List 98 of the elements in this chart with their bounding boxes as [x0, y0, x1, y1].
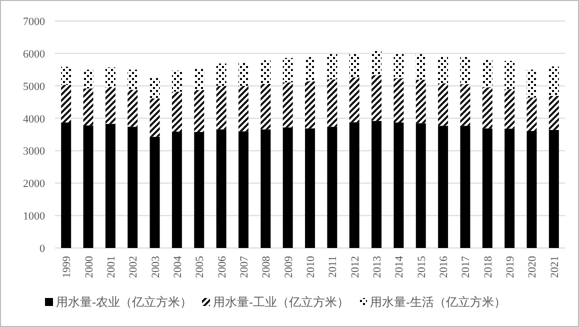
- bar: [150, 136, 160, 248]
- bar: [282, 82, 293, 128]
- bar: [61, 84, 72, 122]
- bar: [238, 131, 248, 248]
- bar: [105, 124, 116, 248]
- bar: [61, 66, 72, 85]
- bar: [216, 63, 226, 86]
- bar: [282, 127, 293, 248]
- bar: [460, 84, 470, 126]
- bar: [327, 126, 338, 248]
- bar: [172, 132, 182, 248]
- bar: [438, 56, 448, 84]
- x-tick-label: 2021: [548, 256, 561, 278]
- y-tick-label: 3000: [23, 146, 46, 158]
- bar: [394, 122, 404, 248]
- x-tick-label: 2006: [216, 256, 228, 278]
- bar: [128, 90, 138, 127]
- y-tick-label: 2000: [23, 178, 46, 190]
- bar: [394, 78, 404, 122]
- bar: [105, 86, 116, 124]
- x-tick-label: 2009: [282, 256, 295, 278]
- x-tick-label: 2010: [305, 256, 317, 278]
- bar: [216, 86, 226, 130]
- bar: [526, 98, 537, 131]
- x-tick-label: 2007: [238, 256, 250, 278]
- bar: [305, 81, 315, 128]
- x-tick-label: 2017: [460, 256, 472, 278]
- x-tick-label: 2015: [416, 256, 428, 278]
- bar: [327, 79, 338, 127]
- x-tick-label: 2008: [260, 256, 273, 278]
- y-tick-label: 0: [40, 243, 46, 255]
- bar: [194, 132, 204, 248]
- bar: [548, 130, 559, 248]
- bar: [282, 58, 293, 82]
- bar: [349, 77, 360, 122]
- bar: [526, 130, 537, 248]
- bar: [128, 70, 138, 90]
- x-tick-label: 2014: [394, 256, 406, 278]
- y-tick-label: 5000: [23, 80, 46, 93]
- x-tick-label: 2020: [526, 256, 539, 278]
- x-tick-label: 2005: [194, 256, 206, 278]
- bar: [83, 70, 94, 88]
- x-tick-label: 2004: [172, 256, 184, 278]
- bar: [482, 128, 492, 248]
- bar: [105, 67, 116, 87]
- bar: [548, 66, 559, 96]
- bar: [260, 129, 271, 248]
- x-tick-label: 2001: [105, 256, 118, 278]
- bar: [548, 96, 559, 130]
- y-tick-label: 6000: [23, 48, 46, 60]
- x-tick-label: 2011: [327, 256, 340, 278]
- bar: [128, 126, 138, 248]
- x-tick-label: 2002: [128, 256, 140, 278]
- x-tick-label: 2018: [482, 256, 494, 278]
- bar: [349, 53, 360, 78]
- bar: [327, 54, 338, 80]
- bar: [150, 98, 160, 137]
- x-tick-label: 2013: [372, 256, 384, 278]
- bar: [83, 88, 94, 126]
- bar: [172, 70, 182, 92]
- y-tick-label: 7000: [23, 16, 46, 28]
- legend-label: 用水量-工业（亿立方米）: [213, 295, 349, 309]
- bar: [260, 60, 271, 84]
- bar: [482, 87, 492, 128]
- bar: [416, 54, 426, 80]
- bar: [172, 92, 182, 132]
- x-tick-label: 2019: [504, 256, 517, 278]
- bar: [305, 128, 315, 248]
- x-tick-label: 2000: [83, 256, 96, 278]
- legend-label: 用水量-农业（亿立方米）: [56, 295, 192, 309]
- y-tick-label: 4000: [23, 113, 46, 126]
- bar: [61, 122, 72, 248]
- bar: [260, 84, 271, 130]
- bar: [504, 128, 515, 248]
- bar: [216, 129, 226, 248]
- bar: [83, 125, 94, 248]
- bar: [238, 86, 248, 132]
- x-tick-label: 2016: [438, 256, 450, 278]
- bar: [372, 75, 382, 121]
- legend-label: 用水量-生活（亿立方米）: [370, 295, 506, 309]
- bar: [349, 122, 360, 248]
- bar: [438, 126, 448, 248]
- x-tick-label: 2003: [150, 256, 162, 278]
- bar: [526, 70, 537, 98]
- bar: [438, 83, 448, 126]
- x-tick-label: 2012: [349, 256, 362, 278]
- bar: [194, 90, 204, 132]
- bar: [460, 126, 470, 248]
- bar: [416, 123, 426, 248]
- x-tick-label: 1999: [61, 256, 74, 278]
- bar: [504, 60, 515, 90]
- bar: [394, 53, 404, 78]
- bar: [372, 120, 382, 248]
- bar: [460, 56, 470, 84]
- bar: [504, 89, 515, 129]
- bar: [416, 80, 426, 124]
- y-tick-label: 1000: [23, 210, 46, 223]
- bar: [150, 78, 160, 99]
